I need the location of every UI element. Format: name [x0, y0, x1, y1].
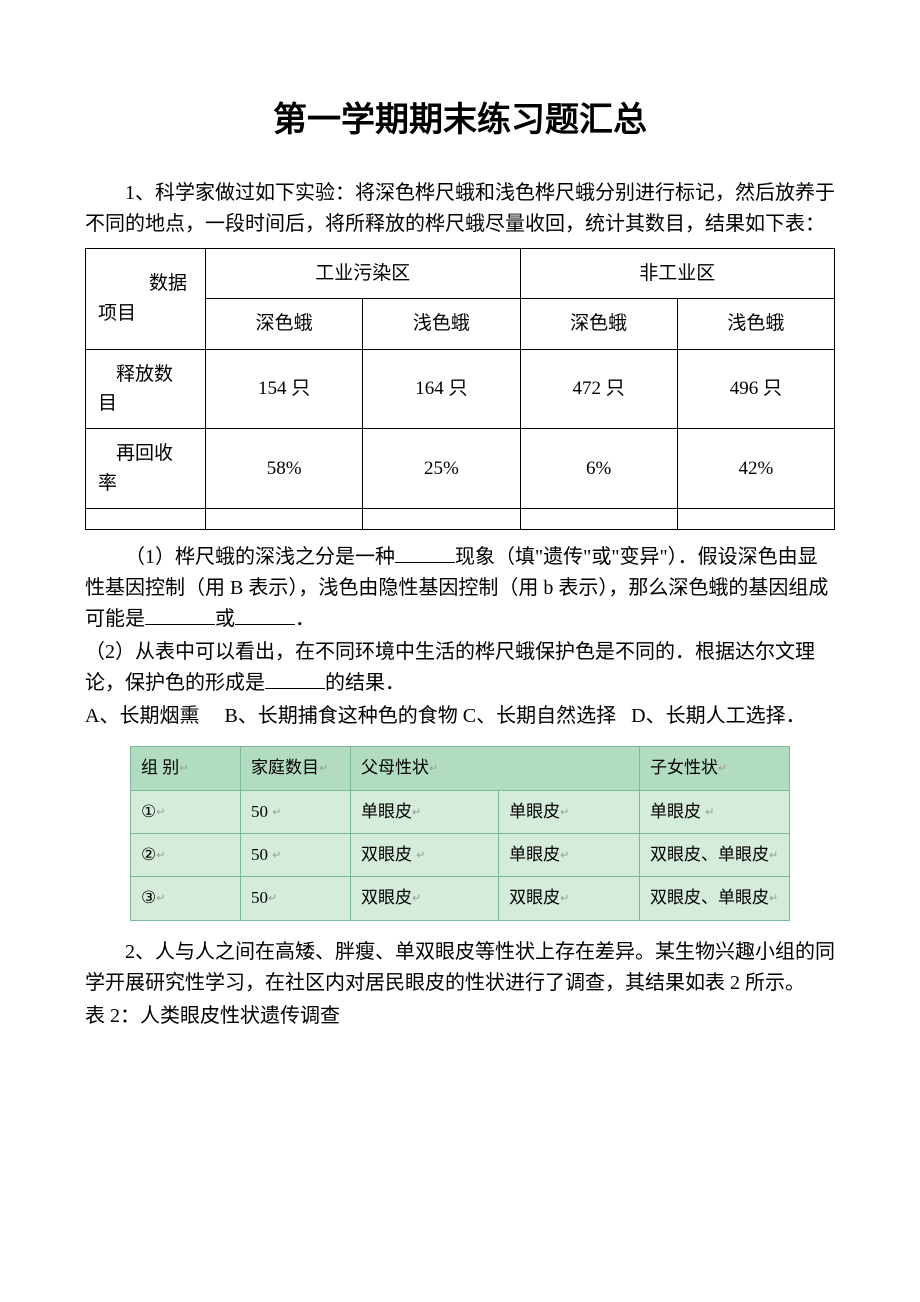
col-light-1: 浅色蛾: [363, 299, 520, 349]
cell: 单眼皮 ↵: [640, 790, 790, 833]
cell: ①↵: [131, 790, 241, 833]
cell: 58%: [206, 429, 363, 509]
th-families: 家庭数目↵: [241, 747, 351, 790]
cell: 50 ↵: [241, 790, 351, 833]
empty-cell: [363, 509, 520, 530]
cell: 164 只: [363, 349, 520, 429]
zone-non-industrial: 非工业区: [520, 248, 835, 298]
question-1-part-1: （1）桦尺蛾的深浅之分是一种现象（填"遗传"或"变异"）．假设深色由显性基因控制…: [85, 542, 835, 635]
cell: 双眼皮 ↵: [351, 834, 499, 877]
blank: [265, 669, 325, 689]
empty-cell: [677, 509, 834, 530]
th-children: 子女性状↵: [640, 747, 790, 790]
col-dark-2: 深色蛾: [520, 299, 677, 349]
empty-cell: [520, 509, 677, 530]
row-released-label: 释放数目: [86, 349, 206, 429]
cell: ②↵: [131, 834, 241, 877]
cell: 50 ↵: [241, 834, 351, 877]
table-2-caption: 表 2：人类眼皮性状遗传调查: [85, 1001, 835, 1032]
table-header-data: 数据: [98, 269, 197, 298]
cell: 双眼皮↵: [351, 877, 499, 920]
table-header-item: 项目: [98, 299, 197, 328]
question-2-intro: 2、人与人之间在高矮、胖瘦、单双眼皮等性状上存在差异。某生物兴趣小组的同学开展研…: [85, 937, 835, 999]
cell: 双眼皮、单眼皮↵: [640, 877, 790, 920]
cell: 496 只: [677, 349, 834, 429]
blank: [235, 605, 295, 625]
th-parents: 父母性状↵: [351, 747, 640, 790]
cell: 单眼皮↵: [499, 790, 640, 833]
table-experiment: 数据 项目 工业污染区 非工业区 深色蛾 浅色蛾 深色蛾 浅色蛾 释放数目 15…: [85, 248, 835, 531]
question-1-options: A、长期烟熏 B、长期捕食这种色的食物 C、长期自然选择 D、长期人工选择．: [85, 701, 835, 732]
zone-industrial: 工业污染区: [206, 248, 521, 298]
cell: 42%: [677, 429, 834, 509]
question-1-part-2: （2）从表中可以看出，在不同环境中生活的桦尺蛾保护色是不同的．根据达尔文理论，保…: [85, 637, 835, 699]
col-light-2: 浅色蛾: [677, 299, 834, 349]
cell: ③↵: [131, 877, 241, 920]
cell: 50↵: [241, 877, 351, 920]
table-eyelid-survey: 组 别↵ 家庭数目↵ 父母性状↵ 子女性状↵ ①↵ 50 ↵ 单眼皮↵ 单眼皮↵…: [130, 746, 790, 920]
cell: 472 只: [520, 349, 677, 429]
cell: 6%: [520, 429, 677, 509]
cell: 25%: [363, 429, 520, 509]
th-group: 组 别↵: [131, 747, 241, 790]
row-recovered-label: 再回收率: [86, 429, 206, 509]
question-1-intro: 1、科学家做过如下实验：将深色桦尺蛾和浅色桦尺蛾分别进行标记，然后放养于不同的地…: [85, 178, 835, 240]
cell: 双眼皮、单眼皮↵: [640, 834, 790, 877]
blank: [395, 543, 455, 563]
col-dark-1: 深色蛾: [206, 299, 363, 349]
cell: 单眼皮↵: [351, 790, 499, 833]
page-title: 第一学期期末练习题汇总: [85, 95, 835, 148]
cell: 单眼皮↵: [499, 834, 640, 877]
empty-cell: [86, 509, 206, 530]
blank: [145, 605, 215, 625]
cell: 双眼皮↵: [499, 877, 640, 920]
empty-cell: [206, 509, 363, 530]
cell: 154 只: [206, 349, 363, 429]
